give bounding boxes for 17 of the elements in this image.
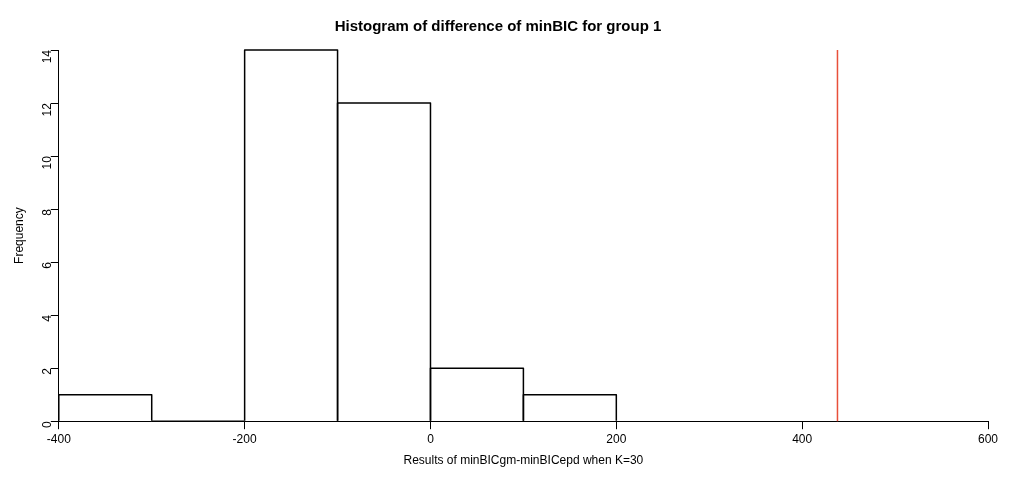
y-axis-title: Frequency (11, 207, 26, 264)
x-axis-title: Results of minBICgm-minBICepd when K=30 (403, 453, 644, 468)
x-tick-label: 0 (427, 431, 435, 446)
x-tick-label: 600 (977, 431, 999, 446)
x-tick-label: -400 (46, 431, 72, 446)
y-tick-label: 8 (40, 208, 55, 216)
chart-title: Histogram of difference of minBIC for group 1 (334, 17, 662, 35)
y-tick-label: 10 (40, 155, 55, 170)
x-tick-label: -200 (232, 431, 257, 446)
y-tick-label: 14 (40, 49, 55, 64)
y-tick-label: 12 (40, 102, 55, 117)
x-tick-label: 200 (606, 431, 627, 446)
y-tick-label: 0 (40, 420, 55, 428)
y-tick-label: 2 (40, 367, 55, 375)
y-tick-label: 4 (40, 314, 55, 322)
x-tick-label: 400 (792, 431, 813, 446)
y-tick-label: 6 (40, 261, 55, 269)
